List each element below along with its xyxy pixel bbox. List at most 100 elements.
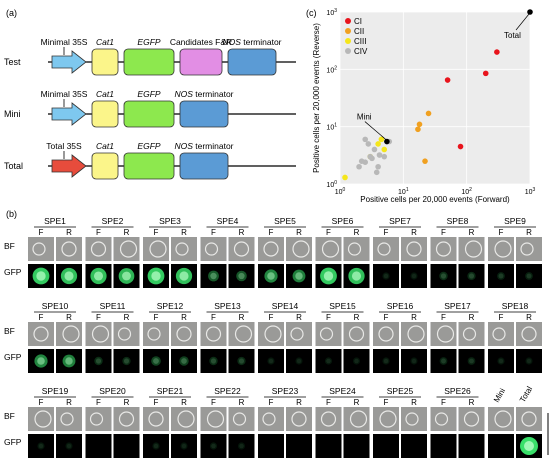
scatter-point-civ <box>375 163 381 170</box>
bf-image <box>56 322 82 346</box>
forward-label: F <box>326 228 331 237</box>
construct-row-mini: Mini Minimal 35S Cat1 EGFP NOS terminator <box>4 89 296 128</box>
forward-label: F <box>499 228 504 237</box>
gfp-row-label: GFP <box>4 352 22 362</box>
bf-image <box>171 407 197 431</box>
bf-image <box>373 237 399 261</box>
control-label-mini: Mini <box>492 387 507 404</box>
gfp-image <box>458 434 485 458</box>
construct-row-test: Test Minimal 35S Cat1 EGFP Candidates F&RNOS… <box>4 37 296 76</box>
gfp-image <box>488 264 514 288</box>
construct-name: Total <box>4 161 23 171</box>
gene-label: Cat1 <box>96 37 114 47</box>
reverse-label: R <box>296 398 302 407</box>
bf-image <box>516 322 542 346</box>
gfp-image <box>113 434 140 458</box>
y-axis-label: Positive cells per 20,000 events (Revers… <box>312 23 321 173</box>
reverse-label: R <box>526 228 532 237</box>
sample-label: SPE15 <box>329 301 356 311</box>
gfp-image <box>228 264 255 288</box>
forward-label: F <box>211 228 216 237</box>
reverse-label: R <box>124 398 130 407</box>
sample-label: SPE3 <box>159 216 181 226</box>
bf-image <box>143 322 169 346</box>
gfp-image <box>401 434 427 458</box>
sample-label: SPE17 <box>444 301 471 311</box>
gfp-image <box>488 434 514 458</box>
reverse-label: R <box>181 228 187 237</box>
bf-row-label: BF <box>4 241 15 251</box>
bf-image <box>228 322 255 346</box>
bf-image <box>488 407 514 431</box>
sample-label: SPE23 <box>272 386 299 396</box>
gfp-image <box>516 349 542 373</box>
reverse-label: R <box>124 313 130 322</box>
gfp-image <box>286 434 312 458</box>
gene-label: Cat1 <box>96 141 114 151</box>
sample-label: SPE10 <box>42 301 69 311</box>
scatter-point-civ <box>369 155 375 162</box>
forward-label: F <box>211 398 216 407</box>
bf-image <box>315 237 342 261</box>
gfp-image <box>430 434 457 458</box>
sample-label: SPE8 <box>447 216 469 226</box>
gfp-image <box>85 349 112 373</box>
bf-image <box>430 322 457 346</box>
gfp-image <box>343 434 370 458</box>
forward-label: F <box>39 398 44 407</box>
scatter-point-ci <box>444 77 451 83</box>
bf-image <box>401 237 427 261</box>
scatter-point-cii <box>415 126 421 133</box>
reverse-label: R <box>66 228 72 237</box>
bf-image <box>458 322 485 346</box>
gfp-image <box>228 349 255 373</box>
sample-label: SPE21 <box>157 386 184 396</box>
reverse-label: R <box>411 228 417 237</box>
forward-label: F <box>211 313 216 322</box>
forward-label: F <box>326 313 331 322</box>
gfp-image <box>401 264 427 288</box>
x-tick-label: 101 <box>398 187 409 196</box>
sample-label: SPE25 <box>387 386 414 396</box>
promoter-arrow <box>51 50 87 74</box>
gfp-image <box>28 349 54 373</box>
scatter-point-cii <box>416 121 423 128</box>
forward-label: F <box>96 228 101 237</box>
bf-image <box>258 407 284 431</box>
construct-name: Mini <box>4 109 21 119</box>
y-tick-label: 101 <box>326 123 337 132</box>
gfp-image <box>258 349 284 373</box>
gfp-image <box>343 349 370 373</box>
sample-label: SPE13 <box>214 301 241 311</box>
gfp-image <box>373 264 399 288</box>
highlight-label-mini: Mini <box>357 113 372 122</box>
sample-label: SPE2 <box>102 216 124 226</box>
legend-marker-civ <box>345 48 351 54</box>
promoter-label: Minimal 35S <box>41 89 88 99</box>
reverse-label: R <box>296 313 302 322</box>
bf-image <box>85 237 112 261</box>
reverse-label: R <box>354 398 360 407</box>
bf-image <box>430 407 457 431</box>
scatter-plot-panel: (c) 100 100 101 101 102 102 103 103 CI CII CIII CI… <box>300 0 552 205</box>
scatter-point-civ <box>356 163 362 170</box>
bf-image <box>228 237 255 261</box>
scatter-point-ciii <box>375 141 381 147</box>
scatter-point-civ <box>365 141 372 147</box>
scatter-point-ciii <box>342 174 348 181</box>
bf-image <box>458 237 485 261</box>
gfp-image <box>113 264 140 288</box>
bf-image <box>315 322 342 346</box>
reverse-label: R <box>239 313 245 322</box>
construct-diagram: (a) Test Minimal 35S Cat1 EGFP Candidates F&… <box>4 8 296 180</box>
y-tick-label: 102 <box>326 65 337 74</box>
bf-image <box>200 322 227 346</box>
scatter-point-ciii <box>381 146 388 153</box>
bf-image <box>488 322 514 346</box>
bf-image <box>343 322 370 346</box>
reverse-label: R <box>354 228 360 237</box>
forward-label: F <box>96 313 101 322</box>
gfp-image <box>171 434 197 458</box>
bf-image <box>113 322 140 346</box>
bf-image <box>258 237 284 261</box>
